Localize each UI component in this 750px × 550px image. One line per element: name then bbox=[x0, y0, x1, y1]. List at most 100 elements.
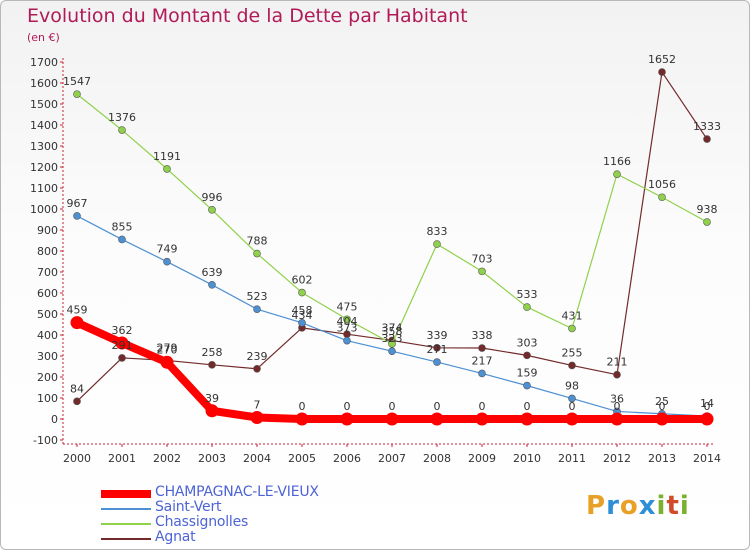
data-point-chassignolles bbox=[568, 324, 576, 333]
y-tick-label: 300 bbox=[37, 350, 58, 363]
data-point-chassignolles bbox=[433, 240, 441, 248]
data-label-agnat: 1652 bbox=[648, 53, 676, 66]
logo-letter: P bbox=[586, 491, 607, 521]
data-label-champagnac-le-vieux: 0 bbox=[434, 400, 441, 413]
x-tick-label: 2014 bbox=[693, 452, 721, 465]
data-label-chassignolles: 788 bbox=[247, 235, 268, 248]
y-tick-label: 600 bbox=[37, 287, 58, 300]
data-point-chassignolles bbox=[343, 315, 351, 324]
data-labels: 459 362 270 39 7 0 0 0 0 0 0 0 0 0 0 967 855 749 639 523 458… bbox=[63, 53, 721, 413]
data-point-champagnac-le-vieux bbox=[250, 411, 264, 425]
data-point-chassignolles bbox=[208, 206, 216, 214]
data-point-champagnac-le-vieux bbox=[430, 412, 444, 426]
legend-swatch-chassignolles bbox=[101, 523, 151, 525]
y-tick-label: 400 bbox=[37, 329, 58, 342]
series-line-chassignolles bbox=[76, 93, 708, 345]
series-lines bbox=[70, 68, 714, 426]
y-tick-label: 800 bbox=[37, 245, 58, 258]
data-point-saint-vert bbox=[298, 319, 306, 327]
data-point-champagnac-le-vieux bbox=[475, 412, 489, 426]
data-label-champagnac-le-vieux: 0 bbox=[299, 400, 306, 413]
y-tick-label: 1000 bbox=[30, 203, 58, 216]
y-tick-label: 1400 bbox=[30, 119, 58, 132]
x-tick-label: 2013 bbox=[648, 452, 676, 465]
data-point-chassignolles bbox=[253, 249, 261, 258]
data-point-champagnac-le-vieux bbox=[340, 412, 354, 426]
data-point-saint-vert bbox=[118, 235, 126, 244]
data-label-saint-vert: 14 bbox=[700, 397, 714, 410]
data-point-agnat bbox=[73, 397, 81, 406]
data-point-saint-vert bbox=[478, 369, 486, 378]
data-label-champagnac-le-vieux: 0 bbox=[614, 400, 621, 413]
data-point-agnat bbox=[658, 68, 666, 76]
logo-letter: o bbox=[619, 491, 639, 521]
data-label-saint-vert: 159 bbox=[517, 367, 538, 380]
data-point-chassignolles bbox=[478, 267, 486, 276]
logo-letter: x bbox=[638, 491, 657, 521]
data-point-saint-vert bbox=[253, 305, 261, 313]
data-label-chassignolles: 1166 bbox=[603, 155, 631, 168]
x-tick-label: 2008 bbox=[423, 452, 451, 465]
logo-letter: r bbox=[606, 491, 620, 521]
legend-swatch-champagnac bbox=[101, 490, 151, 498]
data-label-agnat: 404 bbox=[337, 315, 358, 328]
data-label-saint-vert: 855 bbox=[112, 220, 133, 233]
data-point-champagnac-le-vieux bbox=[700, 412, 714, 426]
data-point-agnat bbox=[208, 361, 216, 369]
data-point-chassignolles bbox=[658, 193, 666, 202]
data-label-chassignolles: 602 bbox=[292, 274, 313, 287]
data-label-chassignolles: 358 bbox=[382, 325, 403, 338]
data-label-chassignolles: 1056 bbox=[648, 178, 676, 191]
data-label-champagnac-le-vieux: 0 bbox=[344, 400, 351, 413]
data-label-saint-vert: 373 bbox=[337, 322, 358, 335]
data-label-chassignolles: 833 bbox=[427, 225, 448, 238]
data-label-chassignolles: 475 bbox=[337, 300, 358, 313]
data-label-agnat: 211 bbox=[607, 356, 628, 369]
data-label-agnat: 339 bbox=[427, 329, 448, 342]
data-point-champagnac-le-vieux bbox=[520, 412, 534, 426]
data-point-champagnac-le-vieux bbox=[70, 316, 84, 330]
data-label-saint-vert: 25 bbox=[655, 395, 669, 408]
data-label-champagnac-le-vieux: 362 bbox=[112, 324, 133, 337]
data-label-saint-vert: 967 bbox=[67, 197, 88, 210]
data-label-agnat: 374 bbox=[382, 321, 403, 334]
data-point-chassignolles bbox=[703, 218, 711, 226]
y-tick-label: 900 bbox=[37, 224, 58, 237]
data-label-agnat: 338 bbox=[472, 329, 493, 342]
data-label-champagnac-le-vieux: 0 bbox=[569, 400, 576, 413]
data-label-saint-vert: 749 bbox=[157, 243, 178, 256]
data-point-saint-vert bbox=[208, 281, 216, 289]
y-tick-label: 500 bbox=[37, 308, 58, 321]
data-label-saint-vert: 323 bbox=[382, 332, 403, 345]
y-tick-label: 1700 bbox=[30, 56, 58, 69]
x-tick-label: 2012 bbox=[603, 452, 631, 465]
data-label-champagnac-le-vieux: 7 bbox=[254, 399, 261, 412]
data-point-saint-vert bbox=[433, 358, 441, 366]
chart-subtitle: (en €) bbox=[27, 31, 60, 44]
data-label-champagnac-le-vieux: 39 bbox=[205, 392, 219, 405]
data-label-champagnac-le-vieux: 459 bbox=[67, 304, 88, 317]
data-label-chassignolles: 533 bbox=[517, 288, 538, 301]
data-point-chassignolles bbox=[613, 170, 621, 178]
data-label-chassignolles: 938 bbox=[697, 203, 718, 216]
data-label-chassignolles: 1376 bbox=[108, 111, 136, 124]
y-tick-label: 0 bbox=[51, 413, 58, 426]
data-label-agnat: 303 bbox=[517, 336, 538, 349]
legend-swatch-agnat bbox=[101, 538, 151, 540]
data-label-chassignolles: 996 bbox=[202, 191, 223, 204]
data-point-agnat bbox=[478, 344, 486, 352]
data-point-saint-vert bbox=[523, 381, 531, 390]
data-label-champagnac-le-vieux: 0 bbox=[704, 400, 711, 413]
data-label-champagnac-le-vieux: 270 bbox=[157, 343, 178, 356]
data-label-agnat: 239 bbox=[247, 350, 268, 363]
logo-letter: i bbox=[656, 491, 667, 521]
legend-swatch-saint-vert bbox=[101, 508, 151, 510]
data-label-agnat: 255 bbox=[562, 346, 583, 359]
data-point-agnat bbox=[703, 135, 711, 143]
data-point-champagnac-le-vieux bbox=[565, 412, 579, 426]
proxiti-logo: Proxiti bbox=[586, 491, 690, 521]
data-label-saint-vert: 217 bbox=[472, 354, 493, 367]
data-point-chassignolles bbox=[523, 303, 531, 311]
data-point-champagnac-le-vieux bbox=[160, 355, 174, 369]
